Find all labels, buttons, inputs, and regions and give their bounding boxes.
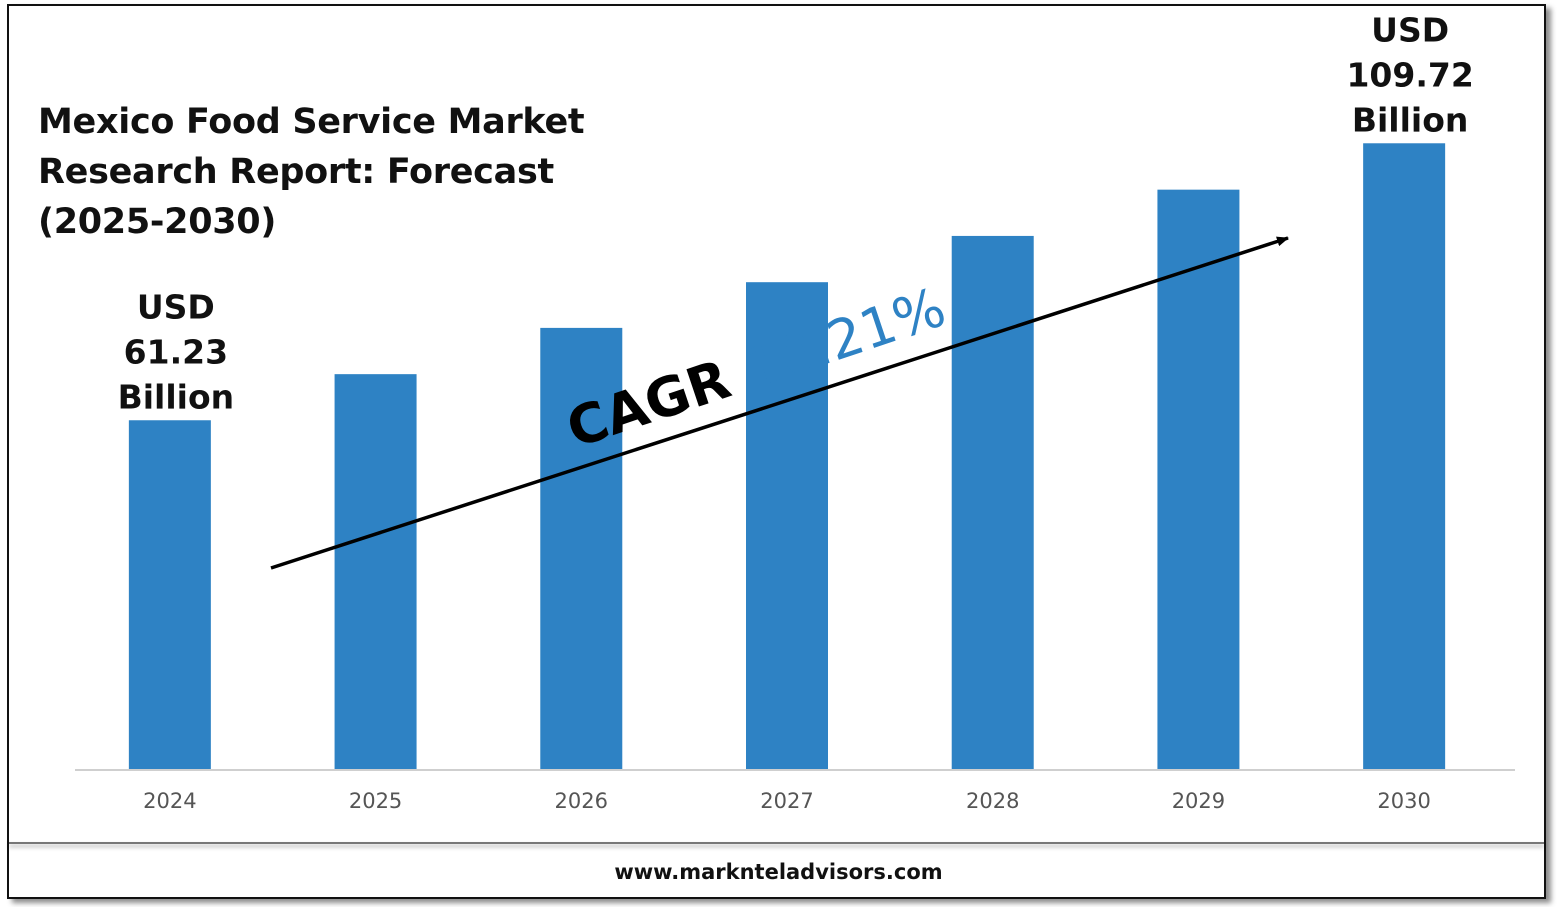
footer-divider [9, 842, 1544, 844]
bar-2027 [746, 282, 828, 770]
cagr-arrow [270, 236, 1289, 570]
value-label-2024: USD [137, 287, 215, 326]
chart-title: Mexico Food Service Market Research Repo… [38, 102, 585, 242]
bar-2025 [334, 374, 417, 770]
x-tick-label: 2030 [1377, 789, 1430, 813]
x-tick-label: 2027 [760, 789, 813, 813]
footer-url: www.marknteladvisors.com [614, 860, 943, 884]
x-axis-ticks: 2024 2025 2026 2027 2028 2029 2030 [143, 789, 1431, 813]
bar-2029 [1157, 189, 1240, 771]
bar-2026 [540, 327, 623, 770]
x-tick-label: 2025 [349, 789, 402, 813]
bars [128, 143, 1446, 771]
value-label-2024: Billion [118, 377, 235, 416]
value-label-2024: 61.23 [124, 332, 228, 371]
x-tick-label: 2026 [555, 789, 608, 813]
bar-2030 [1363, 143, 1446, 770]
x-tick-label: 2029 [1172, 789, 1225, 813]
value-label-2030: Billion [1352, 100, 1469, 139]
x-tick-label: 2024 [143, 789, 196, 813]
value-label-2030: 109.72 [1346, 55, 1473, 94]
value-label-2030: USD [1371, 10, 1449, 49]
bar-2024 [128, 420, 211, 770]
bar-2028 [951, 235, 1034, 771]
value-annotations: USD 61.23 Billion USD 109.72 Billion [118, 10, 1474, 416]
x-tick-label: 2028 [966, 789, 1019, 813]
